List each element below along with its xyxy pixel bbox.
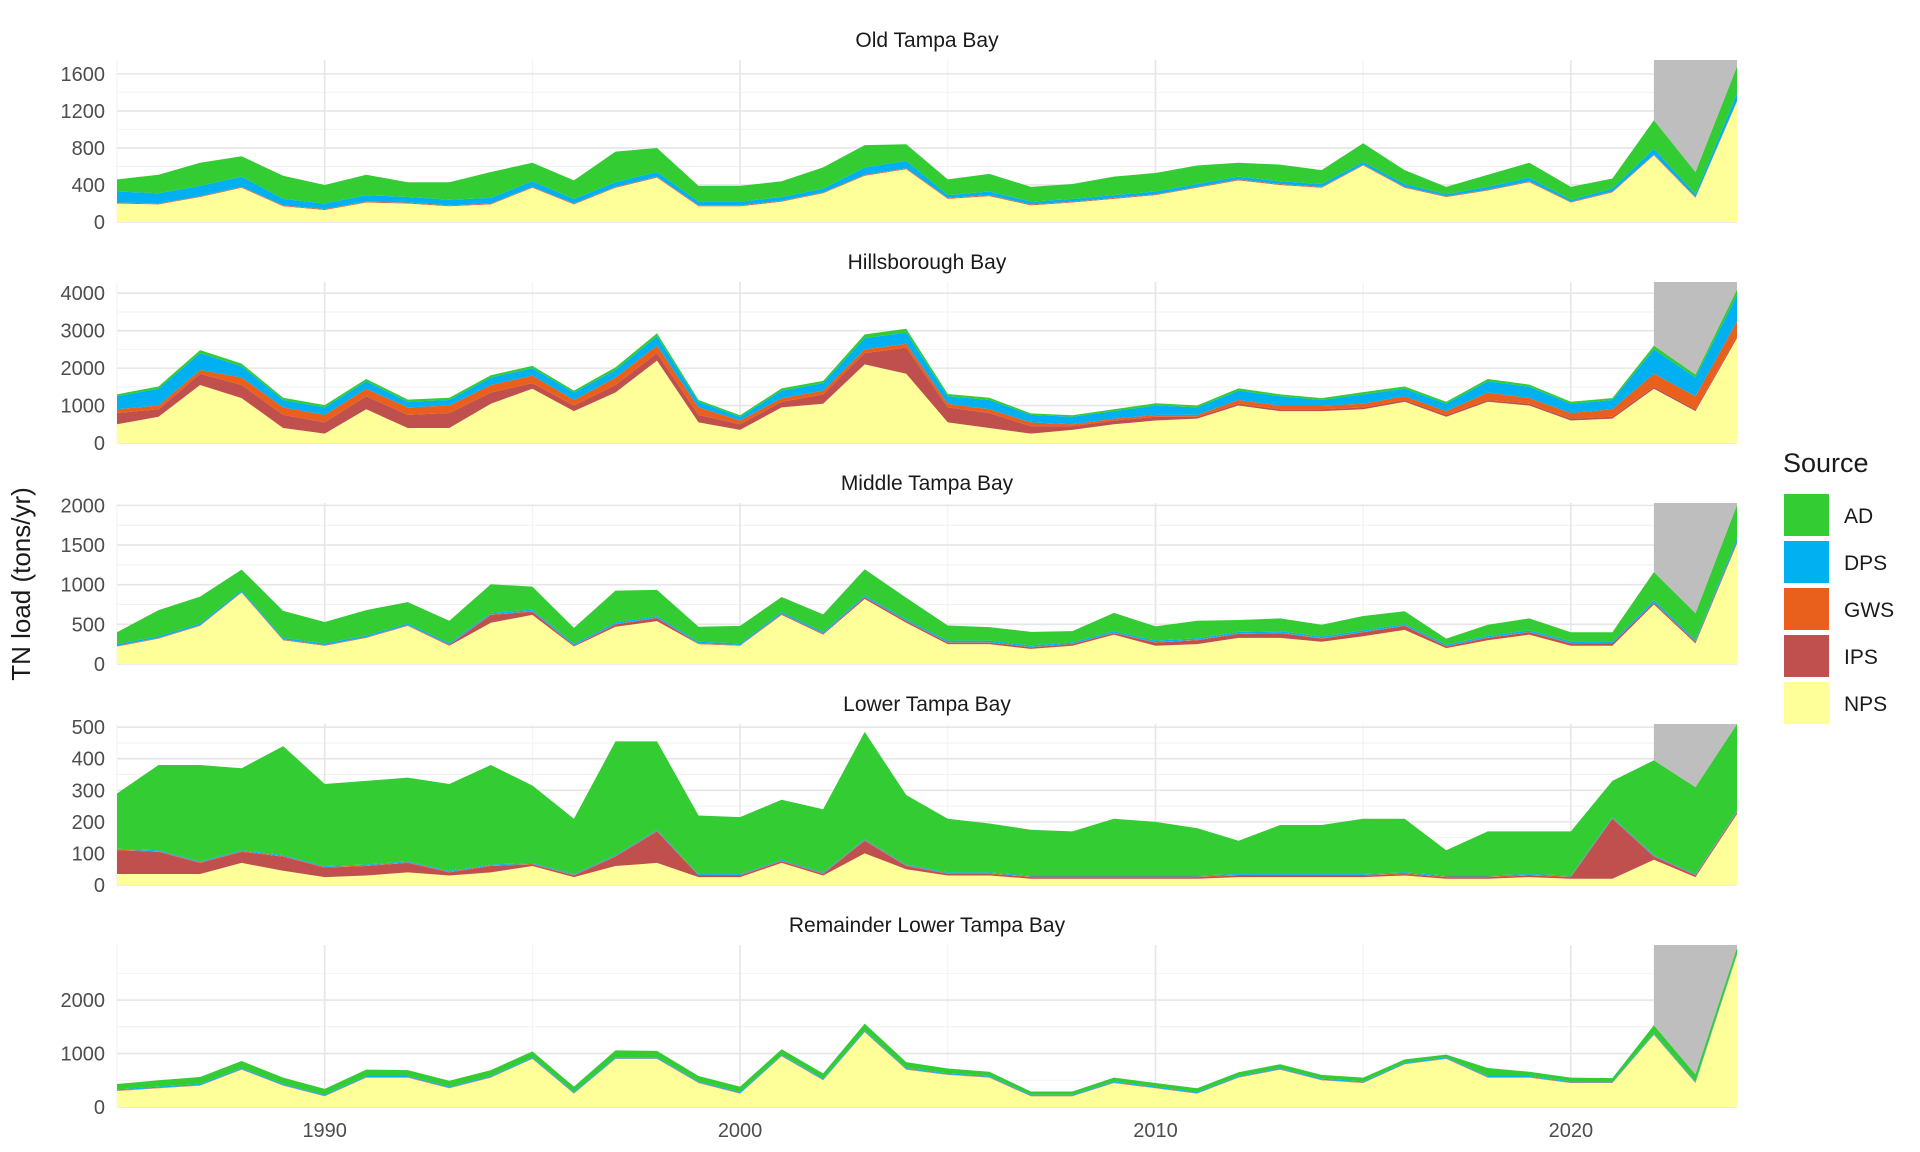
area-nps — [117, 813, 1737, 885]
y-tick-label: 0 — [94, 1097, 105, 1119]
y-tick-label: 100 — [72, 843, 105, 865]
legend-label: DPS — [1844, 552, 1887, 575]
legend-item-ips: IPS — [1784, 635, 1878, 677]
x-axis: 1990 2000 2010 2020 — [302, 1120, 1593, 1142]
legend-item-ad: AD — [1784, 494, 1873, 536]
legend-swatch — [1784, 541, 1829, 583]
legend-label: NPS — [1844, 693, 1887, 716]
area-nps — [117, 101, 1737, 222]
provisional-shading — [1653, 945, 1737, 1075]
area-dps — [117, 810, 1737, 877]
x-tick-label: 2010 — [1133, 1120, 1178, 1142]
y-tick-label: 0 — [94, 433, 105, 455]
y-tick-label: 1000 — [61, 1044, 106, 1066]
area-dps — [117, 295, 1737, 425]
y-tick-label: 800 — [72, 138, 105, 160]
facet-panel: Middle Tampa Bay 0 500 1000 1500 2000 — [61, 472, 1737, 676]
y-tick-label: 1000 — [61, 396, 106, 418]
provisional-shading — [1653, 60, 1737, 173]
y-tick-label: 0 — [94, 875, 105, 897]
legend-item-gws: GWS — [1784, 588, 1894, 630]
y-tick-label: 500 — [72, 717, 105, 739]
legend-swatch — [1784, 635, 1829, 677]
x-tick-label: 1990 — [302, 1120, 347, 1142]
area-ad — [117, 504, 1737, 646]
y-tick-label: 1500 — [61, 535, 106, 557]
y-tick-label: 400 — [72, 175, 105, 197]
legend-item-nps: NPS — [1784, 682, 1887, 724]
y-tick-label: 2000 — [61, 358, 106, 380]
y-tick-label: 300 — [72, 780, 105, 802]
area-gws — [117, 321, 1737, 427]
x-tick-label: 2000 — [718, 1120, 763, 1142]
area-nps — [117, 954, 1737, 1107]
provisional-shading — [1653, 282, 1737, 375]
y-tick-label: 0 — [94, 654, 105, 676]
legend-label: GWS — [1844, 599, 1894, 622]
y-axis-title: TN load (tons/yr) — [6, 487, 36, 681]
area-dps — [117, 953, 1737, 1096]
area-nps — [117, 543, 1737, 664]
legend-title: Source — [1783, 448, 1869, 478]
facet-title: Hillsborough Bay — [848, 251, 1007, 274]
facet-title: Remainder Lower Tampa Bay — [789, 914, 1066, 937]
legend-label: AD — [1844, 505, 1873, 528]
area-ad — [117, 947, 1737, 1095]
area-dps — [117, 93, 1737, 210]
y-tick-label: 200 — [72, 812, 105, 834]
x-tick-label: 2020 — [1549, 1120, 1594, 1142]
y-tick-label: 3000 — [61, 321, 106, 343]
legend-item-dps: DPS — [1784, 541, 1887, 583]
facet-panel: Old Tampa Bay 0 400 800 1200 1600 — [61, 29, 1737, 234]
y-tick-label: 0 — [94, 212, 105, 234]
facet-title: Lower Tampa Bay — [843, 693, 1011, 716]
facet-title: Old Tampa Bay — [855, 29, 999, 52]
provisional-shading — [1653, 503, 1737, 614]
y-tick-label: 1600 — [61, 64, 106, 86]
y-tick-label: 4000 — [61, 283, 106, 305]
y-tick-label: 2000 — [61, 495, 106, 517]
area-nps — [117, 338, 1737, 443]
legend-swatch — [1784, 588, 1829, 630]
facet-panel: Remainder Lower Tampa Bay 0 1000 2000 — [61, 914, 1737, 1119]
area-ips — [117, 336, 1737, 434]
area-ips — [117, 812, 1737, 879]
y-tick-label: 400 — [72, 749, 105, 771]
provisional-shading — [1653, 724, 1737, 788]
legend-swatch — [1784, 494, 1829, 536]
y-tick-label: 2000 — [61, 990, 106, 1012]
area-ad — [117, 66, 1737, 204]
legend-swatch — [1784, 682, 1829, 724]
y-tick-label: 500 — [72, 614, 105, 636]
legend-label: IPS — [1844, 646, 1878, 669]
y-tick-label: 1000 — [61, 575, 106, 597]
facet-panel: Lower Tampa Bay 0 100 200 300 400 500 — [72, 693, 1737, 897]
y-tick-label: 1200 — [61, 101, 106, 123]
legend: Source AD DPS GWS IPS NPS — [1783, 448, 1894, 724]
facet-panel: Hillsborough Bay 0 1000 2000 3000 4000 — [61, 251, 1737, 455]
facet-title: Middle Tampa Bay — [841, 472, 1014, 495]
area-ad — [117, 724, 1737, 876]
